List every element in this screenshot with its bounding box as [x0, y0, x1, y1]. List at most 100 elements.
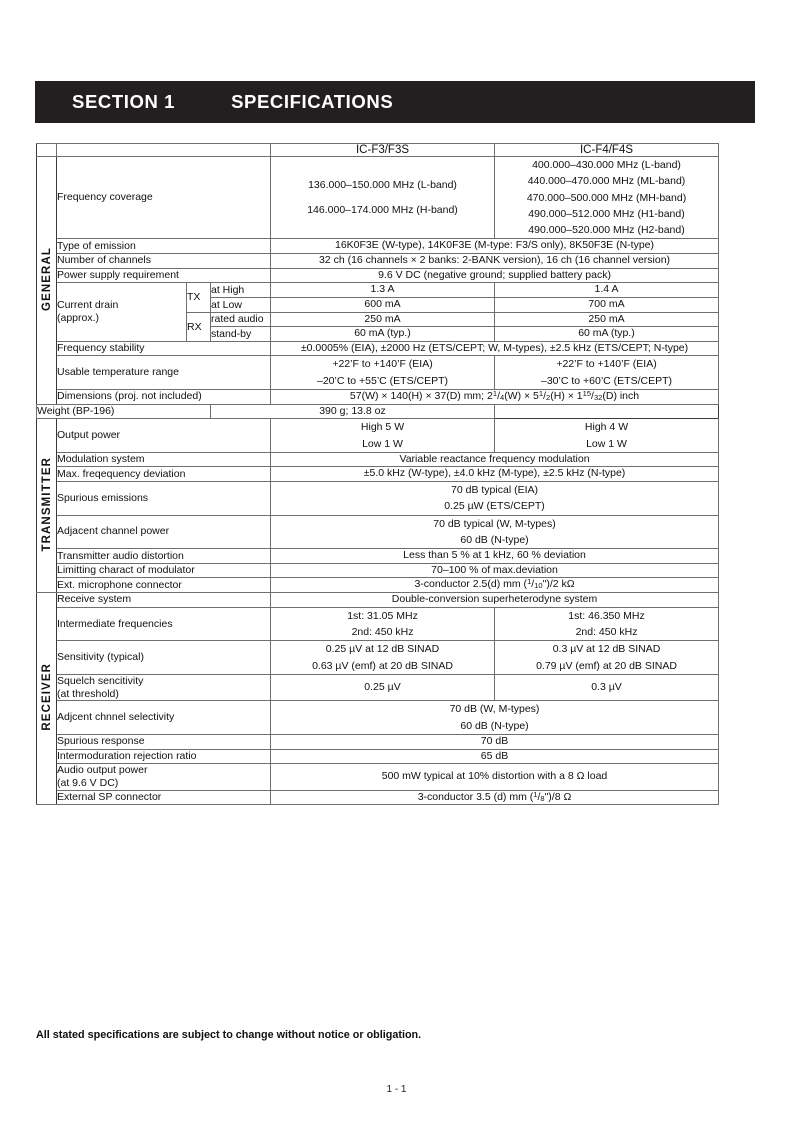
table-row: Power supply requirement 9.6 V DC (negat…	[37, 267, 720, 284]
group-label-transmitter-text: TRANSMITTER	[40, 456, 53, 552]
table-header-row: IC-F3/F3S IC-F4/F4S	[36, 143, 720, 157]
row-label-power-supply: Power supply requirement	[55, 267, 272, 284]
if-a-line2: 2nd: 450 kHz	[351, 625, 414, 638]
table-row: Usable temperature range +22’F to +140’F…	[37, 355, 720, 390]
cell-weight: 390 g; 13.8 oz	[209, 403, 496, 420]
dim-frac3-num: 15	[582, 388, 592, 398]
mic-frac-den: 10	[534, 581, 543, 591]
cell-type-of-emission: 16K0F3E (W-type), 14K0F3E (M-type: F3/S …	[270, 238, 720, 254]
row-label-type-of-emission: Type of emission	[55, 238, 272, 254]
cell-ext-sp-connector: 3-conductor 3.5 (d) mm (1/8")/8 Ω	[270, 789, 720, 806]
sens-b-line1: 0.3 µV at 12 dB SINAD	[552, 643, 661, 656]
header-blank	[55, 143, 272, 157]
cell-limiting-charact: 70–100 % of max.deviation	[270, 562, 720, 579]
table-row: Audio output power (at 9.6 V DC) 500 mW …	[37, 763, 720, 791]
table-row: TRANSMITTER Output power High 5 W Low 1 …	[36, 418, 720, 594]
cell-spurious-emissions: 70 dB typical (EIA) 0.25 µW (ETS/CEPT)	[270, 481, 720, 516]
table-row: stand-by 60 mA (typ.) 60 mA (typ.)	[37, 326, 720, 342]
table-row: Intermediate frequencies 1st: 31.05 MHz …	[37, 606, 720, 642]
cell-sensitivity-model-a: 0.25 µV at 12 dB SINAD 0.63 µV (emf) at …	[270, 640, 496, 675]
row-label-dimensions: Dimensions (proj. not included)	[55, 388, 272, 405]
sens-a-line1: 0.25 µV at 12 dB SINAD	[325, 643, 440, 656]
output-a-line1: High 5 W	[360, 421, 405, 434]
current-drain-detail-stand-by: stand-by	[209, 326, 272, 342]
cell-frequency-stability: ±0.0005% (EIA), ±2000 Hz (ETS/CEPT; W, M…	[270, 340, 720, 357]
current-drain-detail-at-low: at Low	[209, 296, 272, 313]
row-label-current-drain: Current drain (approx.)	[56, 282, 187, 342]
cell-current-drain-at-low-model-b: 700 mA	[494, 296, 720, 313]
dim-mid1: (W) × 5	[504, 389, 539, 402]
dim-prefix: 57(W) × 140(H) × 37(D) mm; 2	[349, 389, 493, 402]
row-label-output-power: Output power	[55, 418, 272, 453]
cell-current-drain-at-high-model-b: 1.4 A	[494, 282, 720, 298]
row-label-audio-distortion: Transmitter audio distortion	[55, 548, 272, 564]
ext-mic-connector-value: 3-conductor 2.5(d) mm (1/10")/2 kΩ	[414, 577, 575, 591]
adj-sel-line1: 70 dB (W, M-types)	[449, 703, 540, 716]
freq-b-line5: 490.000–520.000 MHz (H2-band)	[528, 224, 685, 237]
cell-frequency-coverage-model-a: 136.000–150.000 MHz (L-band) 146.000–174…	[270, 155, 496, 240]
cell-current-drain-at-low-model-a: 600 mA	[270, 296, 496, 313]
cell-ext-mic-connector: 3-conductor 2.5(d) mm (1/10")/2 kΩ	[270, 577, 720, 594]
cell-current-drain-stand-by-model-b: 60 mA (typ.)	[494, 326, 720, 342]
audio-output-label-line1: Audio output power	[57, 764, 148, 777]
row-label-adjacent-channel-selectivity: Adjcent chnnel selectivity	[55, 700, 272, 735]
table-row: Weight (BP-196) 390 g; 13.8 oz	[36, 403, 719, 420]
if-b-line2: 2nd: 450 kHz	[575, 625, 638, 638]
row-label-spurious-response: Spurious response	[55, 733, 272, 750]
row-label-adjacent-channel-power: Adjacent channel power	[55, 514, 272, 550]
cell-squelch-sensitivity-model-b: 0.3 µV	[494, 673, 720, 702]
if-b-line1: 1st: 46.350 MHz	[568, 609, 645, 622]
squelch-label-line2: (at threshold)	[57, 687, 119, 700]
cell-adjacent-channel-selectivity: 70 dB (W, M-types) 60 dB (N-type)	[270, 700, 720, 735]
freq-b-line4: 490.000–512.000 MHz (H1-band)	[528, 207, 685, 220]
cell-squelch-sensitivity-model-a: 0.25 µV	[270, 673, 496, 702]
freq-a-line1: 136.000–150.000 MHz (L-band)	[308, 178, 457, 191]
output-a-line2: Low 1 W	[362, 437, 403, 450]
sens-b-line2: 0.79 µV (emf) at 20 dB SINAD	[536, 659, 677, 672]
table-row: Spurious emissions 70 dB typical (EIA) 0…	[37, 481, 720, 516]
freq-b-line2: 440.000–470.000 MHz (ML-band)	[527, 175, 686, 188]
row-label-squelch-sensitivity: Squelch sencitivity (at threshold)	[55, 673, 272, 702]
current-drain-detail-at-high: at High	[209, 282, 272, 298]
dim-frac2-num: 1	[538, 388, 544, 398]
group-label-transmitter: TRANSMITTER	[36, 418, 57, 594]
mic-suffix: ")/2 kΩ	[542, 578, 575, 591]
row-label-frequency-stability: Frequency stability	[55, 340, 272, 357]
disclaimer-text: All stated specifications are subject to…	[36, 1029, 422, 1041]
cell-max-deviation: ±5.0 kHz (W-type), ±4.0 kHz (M-type), ±2…	[270, 466, 720, 483]
adjacent-channel-power-line1: 70 dB typical (W, M-types)	[433, 517, 556, 530]
ext-sp-connector-value: 3-conductor 3.5 (d) mm (1/8")/8 Ω	[417, 789, 572, 803]
dim-frac1-num: 1	[492, 388, 498, 398]
row-label-intermodulation: Intermoduration rejection ratio	[55, 748, 272, 765]
column-header-model-a: IC-F3/F3S	[270, 143, 496, 157]
cell-current-drain-rated-audio-model-a: 250 mA	[270, 311, 496, 328]
cell-adjacent-channel-power: 70 dB typical (W, M-types) 60 dB (N-type…	[270, 514, 720, 550]
group-label-general-text: GENERAL	[40, 246, 53, 311]
row-label-spurious-emissions: Spurious emissions	[55, 481, 272, 516]
sp-prefix: 3-conductor 3.5 (d) mm (	[417, 790, 534, 803]
table-row: Adjacent channel power 70 dB typical (W,…	[37, 514, 720, 550]
group-label-general: GENERAL	[36, 156, 57, 405]
section-number: SECTION 1	[72, 91, 176, 112]
sens-a-line2: 0.63 µV (emf) at 20 dB SINAD	[312, 659, 453, 672]
cell-sensitivity-model-b: 0.3 µV at 12 dB SINAD 0.79 µV (emf) at 2…	[494, 640, 720, 675]
current-drain-detail-rated-audio: rated audio	[209, 311, 272, 328]
freq-b-line3: 470.000–500.000 MHz (MH-band)	[526, 191, 687, 204]
cell-intermediate-frequencies-model-b: 1st: 46.350 MHz 2nd: 450 kHz	[494, 606, 720, 642]
cell-receive-system: Double-conversion superheterodyne system	[270, 592, 720, 608]
row-label-audio-output-power: Audio output power (at 9.6 V DC)	[55, 763, 272, 791]
cell-modulation-system: Variable reactance frequency modulation	[270, 451, 720, 468]
dim-frac3-den: 32	[593, 392, 603, 402]
cell-temperature-range-model-a: +22’F to +140’F (EIA) –20’C to +55’C (ET…	[270, 355, 496, 390]
column-header-model-b: IC-F4/F4S	[494, 143, 720, 157]
current-drain-rx-tag: RX	[186, 311, 211, 342]
output-b-line2: Low 1 W	[586, 437, 627, 450]
cell-audio-output-power: 500 mW typical at 10% distortion with a …	[270, 763, 720, 791]
header-corner	[36, 143, 57, 157]
row-label-ext-sp-connector: External SP connector	[55, 789, 272, 806]
specifications-table: IC-F3/F3S IC-F4/F4S GENERAL Frequency co…	[36, 143, 720, 806]
dim-frac2-den: 2	[546, 392, 551, 402]
cell-spurious-response: 70 dB	[270, 733, 720, 750]
table-row: External SP connector 3-conductor 3.5 (d…	[37, 789, 720, 806]
dim-suffix: (D) inch	[602, 389, 640, 402]
